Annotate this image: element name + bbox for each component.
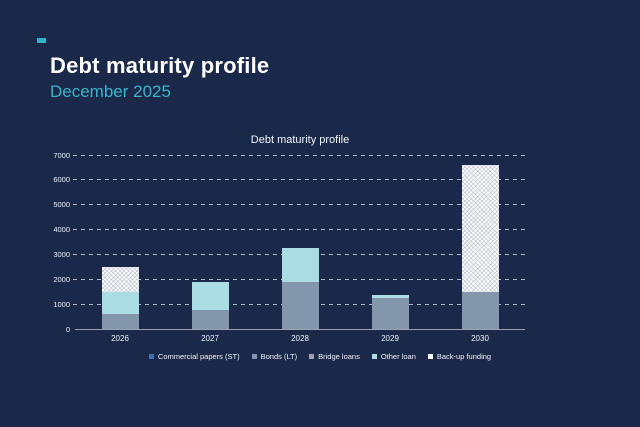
bar-segment <box>101 291 139 315</box>
gridline <box>73 179 529 181</box>
y-tick-label: 4000 <box>53 225 70 235</box>
legend-item: Back-up funding <box>427 352 492 361</box>
bar-segment <box>191 310 229 329</box>
legend-item: Bonds (LT) <box>251 352 298 361</box>
bar-segment <box>101 314 139 329</box>
bar-segment <box>191 281 229 311</box>
legend: Commercial papers (ST) Bonds (LT) Bridge l… <box>0 352 640 361</box>
plot-area <box>73 154 529 330</box>
bar-segment <box>461 164 499 292</box>
bar-segment <box>371 297 409 329</box>
bar-segment <box>281 281 319 329</box>
legend-swatch <box>371 354 377 359</box>
page-subtitle: December 2025 <box>50 82 171 101</box>
x-tick-label: 2026 <box>111 334 129 343</box>
y-tick-label: 2000 <box>53 274 70 284</box>
legend-label: Back-up funding <box>436 352 492 361</box>
x-tick-label: 2027 <box>201 334 219 343</box>
bar-segment <box>461 291 499 329</box>
x-tick-label: 2030 <box>471 334 489 343</box>
legend-label: Commercial papers (ST) <box>157 352 240 361</box>
legend-swatch <box>148 354 154 359</box>
y-tick-label: 6000 <box>53 175 70 185</box>
y-tick-label: 5000 <box>53 200 70 210</box>
x-axis: 2026 2027 2028 2029 2030 <box>75 334 525 346</box>
x-tick-label: 2028 <box>291 334 309 343</box>
chart-title: Debt maturity profile <box>250 134 350 146</box>
y-axis: 0 1000 2000 3000 4000 5000 6000 7000 <box>36 151 70 334</box>
x-tick-label: 2029 <box>381 334 399 343</box>
bar-segment <box>371 295 409 298</box>
legend-label: Bonds (LT) <box>260 352 298 361</box>
legend-label: Bridge loans <box>318 352 360 361</box>
y-tick-label: 7000 <box>53 150 70 160</box>
legend-swatch <box>251 354 257 359</box>
y-tick-label: 1000 <box>53 299 70 309</box>
legend-item: Bridge loans <box>309 352 360 361</box>
legend-swatch <box>427 354 433 359</box>
legend-item: Commercial papers (ST) <box>148 352 240 361</box>
y-tick-label: 3000 <box>53 249 70 259</box>
page-title: Debt maturity profile <box>50 53 270 78</box>
bar-segment <box>101 266 139 292</box>
legend-item: Other loan <box>371 352 416 361</box>
gridline <box>73 229 529 231</box>
legend-label: Other loan <box>380 352 416 361</box>
legend-swatch <box>309 354 315 359</box>
gridline <box>73 204 529 206</box>
accent-mark <box>37 38 46 43</box>
gridline <box>73 154 529 156</box>
y-tick-label: 0 <box>65 324 70 334</box>
bar-segment <box>281 248 319 282</box>
